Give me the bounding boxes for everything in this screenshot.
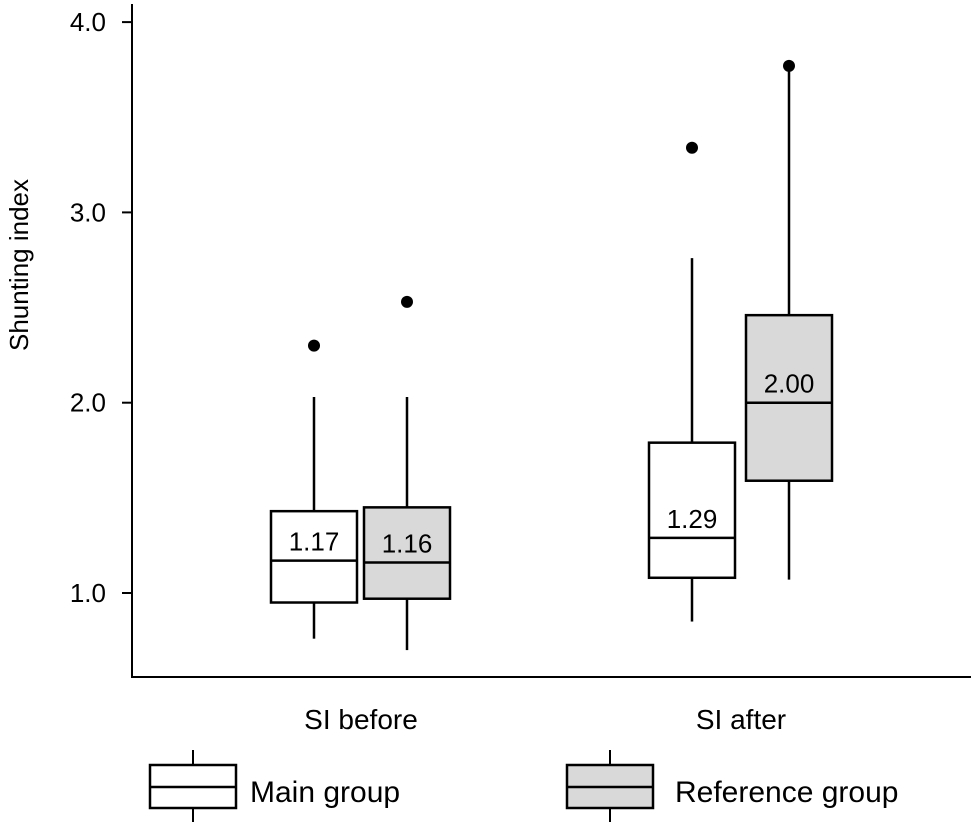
- y-tick-label: 4.0: [70, 7, 106, 37]
- legend-label: Main group: [250, 776, 400, 809]
- median-label: 1.29: [667, 504, 718, 534]
- category-label: SI before: [304, 704, 418, 735]
- box-reference-group-si-before: 1.16: [362, 295, 452, 651]
- outlier-point: [308, 339, 320, 352]
- y-axis-label: Shunting index: [4, 179, 34, 351]
- y-tick-label: 1.0: [70, 578, 106, 608]
- outlier-point: [401, 295, 413, 308]
- axes: [131, 4, 971, 678]
- category-label: SI after: [696, 704, 786, 735]
- box-iqr: [269, 509, 359, 604]
- box-iqr: [744, 313, 834, 482]
- legend: Main group Reference group: [148, 750, 898, 822]
- median-label: 2.00: [764, 369, 815, 399]
- legend-item-reference-group: Reference group: [565, 750, 898, 822]
- boxes: 1.17 1.29 1.16 2.00: [269, 59, 834, 651]
- box-reference-group-si-after: 2.00: [744, 59, 834, 580]
- y-tick-label: 2.0: [70, 388, 106, 418]
- median-label: 1.16: [382, 529, 433, 559]
- outlier-point: [686, 141, 698, 154]
- legend-label: Reference group: [675, 776, 898, 809]
- outlier-point: [783, 59, 795, 72]
- box-main-group-si-before: 1.17: [269, 339, 359, 639]
- box-main-group-si-after: 1.29: [647, 141, 737, 622]
- y-ticks: 1.0 2.0 3.0 4.0: [70, 7, 132, 608]
- legend-item-main-group: Main group: [148, 750, 400, 822]
- box-iqr: [647, 441, 737, 580]
- box-iqr: [362, 506, 452, 600]
- median-label: 1.17: [289, 527, 340, 557]
- y-tick-label: 3.0: [70, 197, 106, 227]
- category-labels: SI before SI after: [304, 704, 786, 735]
